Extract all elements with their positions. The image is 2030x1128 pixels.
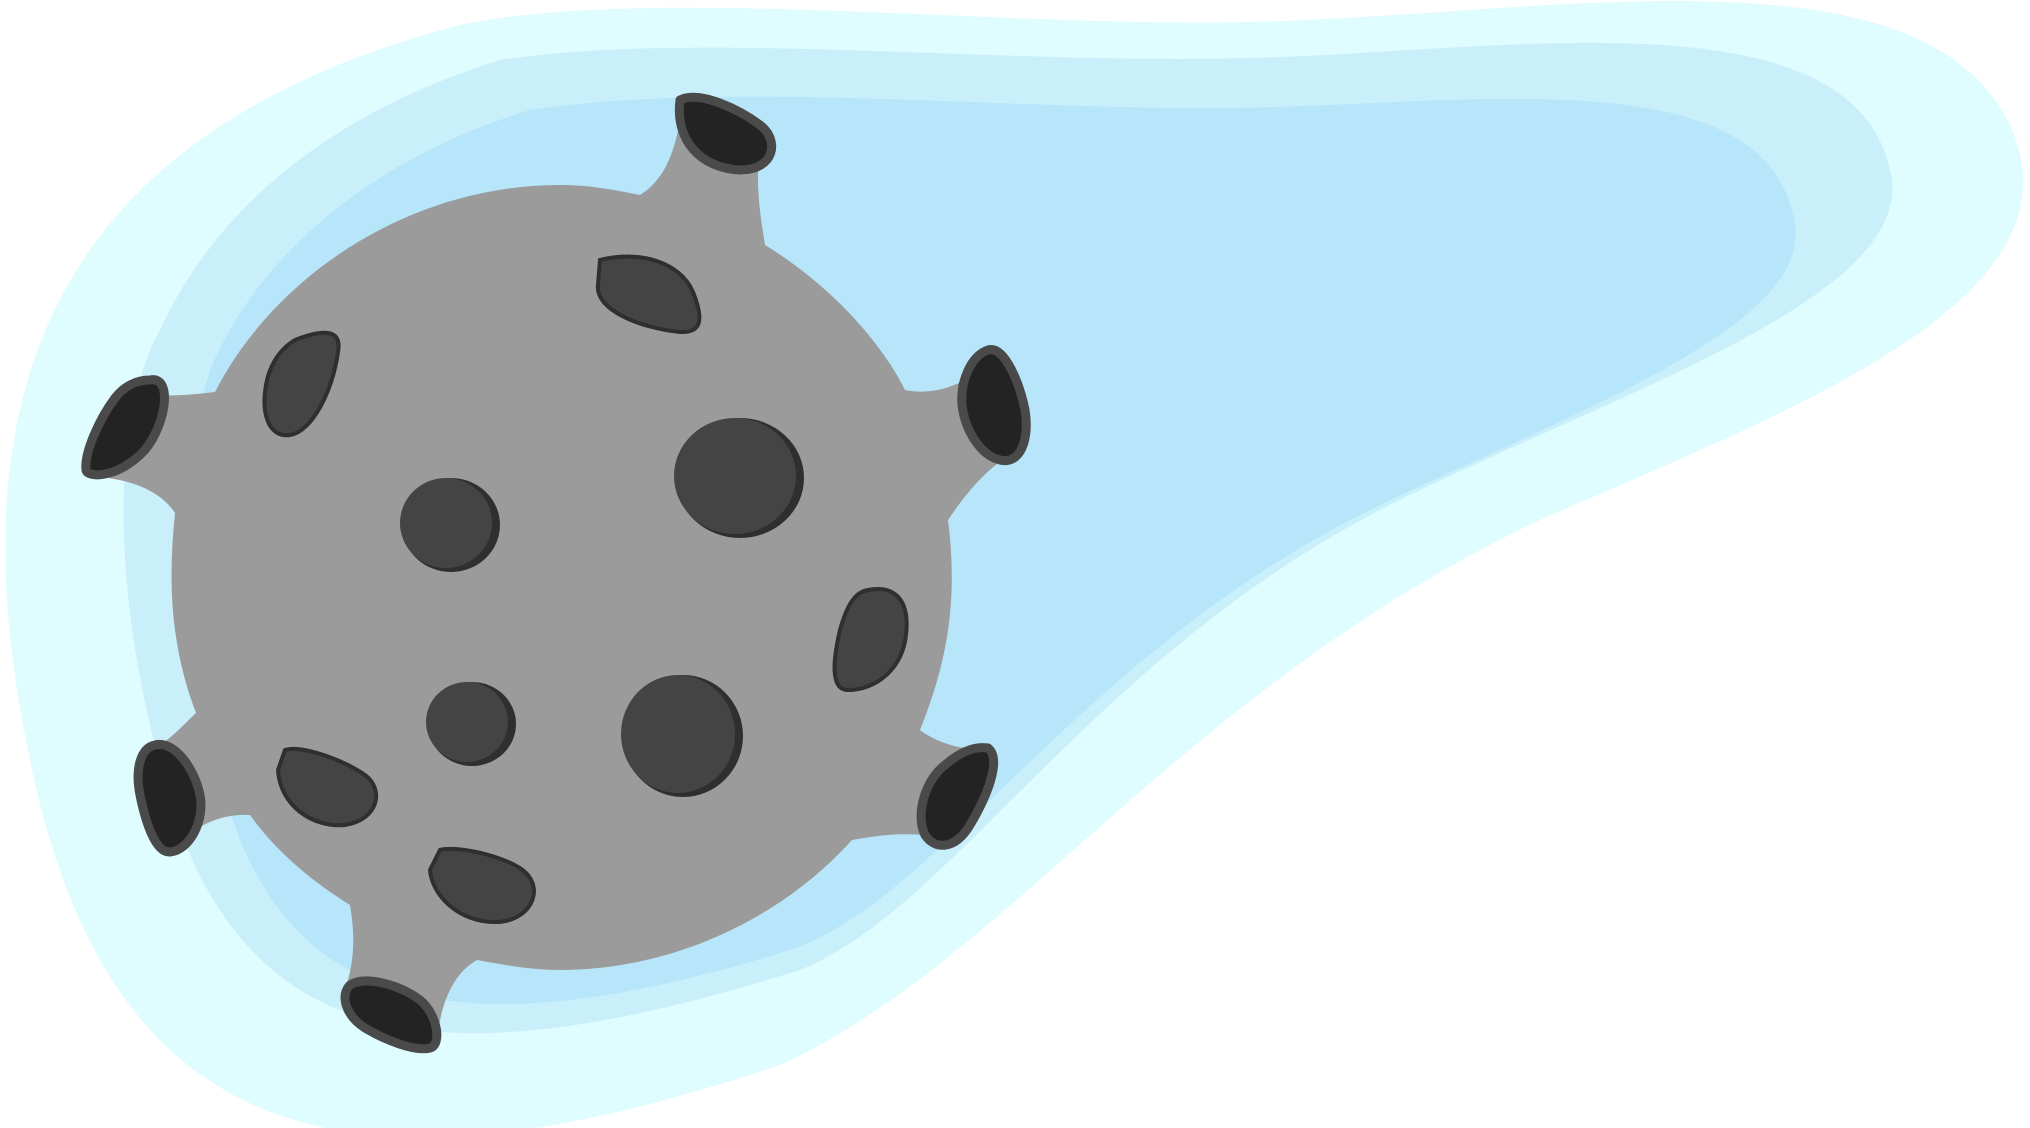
crater-blob [832, 587, 909, 693]
crater-blob [427, 847, 536, 925]
crater [400, 478, 492, 568]
crater-blob [275, 747, 379, 828]
spike-tip [340, 976, 442, 1054]
crater-blob [595, 254, 702, 335]
crater-blob [262, 330, 341, 438]
craters-group [262, 254, 909, 925]
spike-tip [957, 345, 1031, 466]
spike-tip [916, 743, 999, 850]
crater [621, 675, 735, 793]
spike-tip [81, 375, 169, 480]
spike-tip [674, 92, 777, 175]
crater [674, 418, 796, 534]
crater [426, 682, 508, 762]
spike-tip [133, 740, 206, 857]
spike-tips-group [81, 92, 1031, 1054]
